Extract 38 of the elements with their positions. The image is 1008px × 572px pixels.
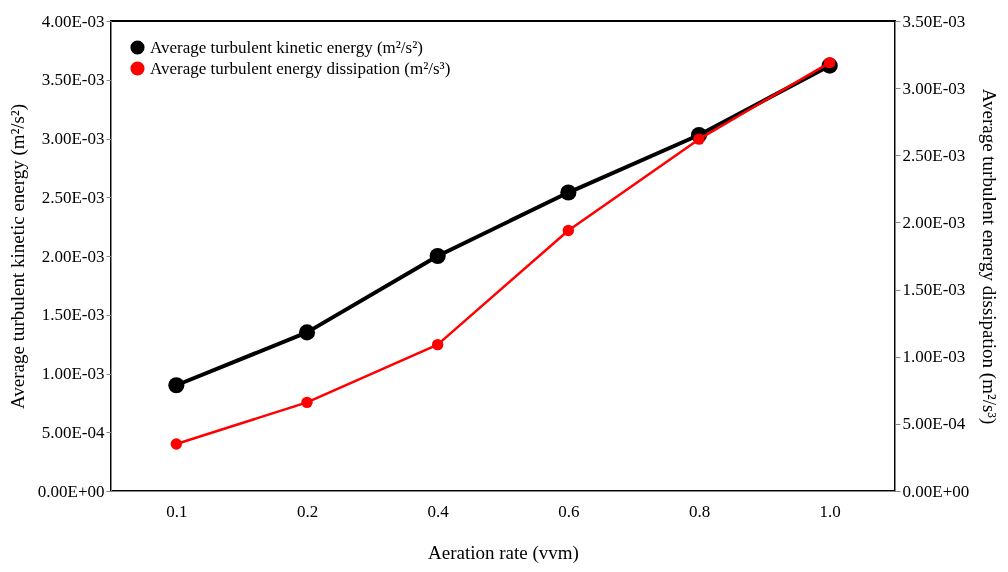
y2-tick-label: 1.00E-03	[902, 347, 966, 367]
y-tick-label: 3.00E-03	[41, 129, 105, 148]
y2-tick-label: 1.50E-03	[902, 280, 966, 300]
y-tick-label: 1.00E-03	[41, 364, 105, 383]
y-tick-label: 5.00E-04	[41, 422, 105, 442]
point	[170, 438, 183, 450]
y-tick-label: 2.00E-03	[41, 246, 105, 266]
point	[301, 396, 313, 409]
x-axis-title: Aeration rate (vvm)	[428, 541, 579, 564]
y2-tick-label: 5.00E-04	[902, 414, 966, 434]
point	[429, 247, 446, 265]
point	[693, 133, 705, 145]
y-tick-label: 0.00E+00	[37, 481, 105, 501]
point	[431, 338, 444, 351]
y2-axis-title: Average turbulent energy dissipation (m²/s³)	[978, 88, 1001, 425]
point	[560, 184, 577, 201]
point	[298, 324, 316, 341]
x-tick-label: 0.2	[296, 501, 319, 521]
y-tick-label: 4.00E-03	[41, 11, 105, 31]
point	[562, 224, 575, 237]
legend-label: Average turbulent energy dissipation (m²/s³)	[150, 58, 451, 78]
y-axis-title: Average turbulent kinetic energy (m²/s²)	[6, 103, 29, 410]
y2-tick-label: 3.50E-03	[902, 11, 966, 31]
y-tick-label: 2.50E-03	[41, 187, 105, 207]
y2-tick-label: 2.50E-03	[902, 145, 966, 165]
y2-tick-label: 2.00E-03	[902, 212, 966, 232]
x-tick-label: 0.8	[688, 501, 711, 521]
point	[168, 377, 185, 394]
legend-label: Average turbulent kinetic energy (m²/s²)	[150, 37, 423, 57]
point	[823, 56, 836, 69]
y2-tick-label: 3.00E-03	[902, 78, 966, 98]
y-tick-label: 3.50E-03	[41, 70, 105, 90]
x-tick-label: 0.6	[558, 501, 580, 521]
x-tick-label: 0.4	[427, 501, 450, 521]
x-tick-label: 0.1	[166, 501, 188, 521]
y2-tick-label: 0.00E+00	[902, 481, 970, 501]
x-tick-label: 1.0	[819, 501, 841, 521]
y-tick-label: 1.50E-03	[41, 305, 105, 325]
